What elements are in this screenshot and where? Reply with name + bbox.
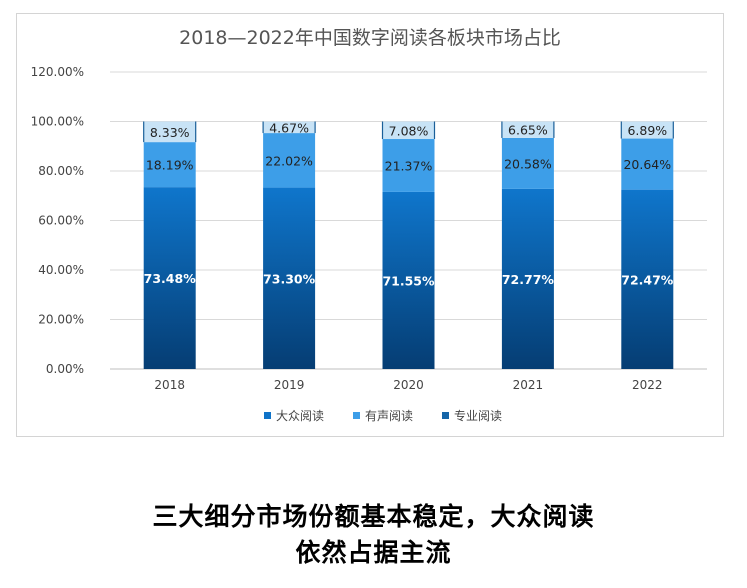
bar-segment xyxy=(501,188,554,369)
data-label: 20.58% xyxy=(504,156,552,171)
legend-swatch xyxy=(264,412,271,419)
data-label: 20.64% xyxy=(623,157,671,172)
bar-segment xyxy=(501,137,554,189)
x-tick-label: 2018 xyxy=(154,378,185,392)
x-tick-label: 2019 xyxy=(274,378,305,392)
bar-segment xyxy=(263,121,316,134)
bar-segment xyxy=(263,187,316,369)
bar-segment xyxy=(382,191,435,369)
x-tick-label: 2020 xyxy=(393,378,424,392)
data-label: 72.47% xyxy=(621,272,674,287)
data-label: 22.02% xyxy=(265,153,313,168)
data-label: 21.37% xyxy=(385,158,433,173)
bar-segment xyxy=(501,121,554,138)
legend-swatch xyxy=(442,412,449,419)
legend-swatch xyxy=(353,412,360,419)
data-label: 4.67% xyxy=(269,120,309,135)
bar-segment xyxy=(382,121,435,140)
x-axis-ticks: 2018 2019 2020 2021 2022 xyxy=(154,378,662,392)
y-tick-label: 40.00% xyxy=(38,263,84,277)
legend-label: 有声阅读 xyxy=(365,409,413,423)
caption-line-1: 三大细分市场份额基本稳定，大众阅读 xyxy=(152,502,595,531)
bar-segment xyxy=(143,121,196,143)
bar-segment xyxy=(621,189,674,369)
bar-segment xyxy=(621,138,674,190)
data-label: 7.08% xyxy=(389,123,429,138)
data-label: 71.55% xyxy=(382,273,435,288)
legend: 大众阅读 有声阅读 专业阅读 xyxy=(264,408,502,423)
bar-segment xyxy=(143,142,196,188)
x-tick-label: 2022 xyxy=(632,378,663,392)
legend-label: 大众阅读 xyxy=(276,409,324,423)
y-tick-label: 0.00% xyxy=(46,362,84,376)
data-label: 72.77% xyxy=(502,272,555,287)
data-label: 18.19% xyxy=(146,158,194,173)
y-tick-label: 100.00% xyxy=(31,115,84,129)
y-tick-label: 80.00% xyxy=(38,164,84,178)
bars: 73.48% 18.19% 8.33% 73.30% 22.02% 4.67% 71.55%… xyxy=(143,120,674,369)
data-label: 6.65% xyxy=(508,123,548,138)
stacked-bar-chart: 2018—2022年中国数字阅读各板块市场占比 0.00% 20.00% 40.00… xyxy=(31,27,707,423)
bar-segment xyxy=(263,133,316,188)
data-label: 73.48% xyxy=(144,271,197,286)
y-tick-label: 60.00% xyxy=(38,214,84,228)
data-label: 73.30% xyxy=(263,271,316,286)
y-tick-label: 20.00% xyxy=(38,313,84,327)
data-label: 6.89% xyxy=(627,123,667,138)
bar-segment xyxy=(382,139,435,192)
caption-line-2: 依然占据主流 xyxy=(295,538,452,567)
y-axis-ticks: 0.00% 20.00% 40.00% 60.00% 80.00% 100.00% 120.… xyxy=(31,65,84,376)
bar-segment xyxy=(621,121,674,139)
bar-segment xyxy=(143,187,196,369)
legend-label: 专业阅读 xyxy=(454,408,502,423)
data-label: 8.33% xyxy=(150,125,190,140)
chart-title: 2018—2022年中国数字阅读各板块市场占比 xyxy=(179,27,561,49)
y-tick-label: 120.00% xyxy=(31,65,84,79)
x-tick-label: 2021 xyxy=(513,378,544,392)
chart-frame: 2018—2022年中国数字阅读各板块市场占比 0.00% 20.00% 40.00… xyxy=(16,13,724,437)
